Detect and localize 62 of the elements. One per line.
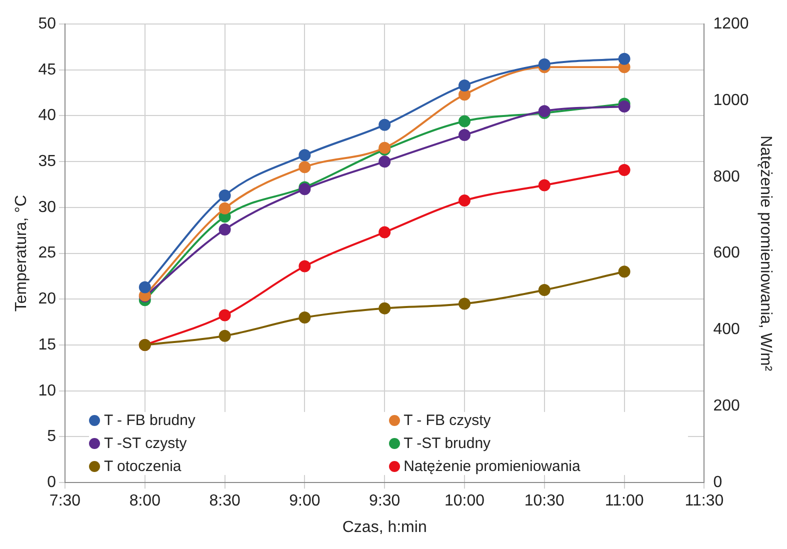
point (458, 79, 471, 92)
legend-label: T -ST czysty (104, 434, 187, 452)
legend-label: T -ST brudny (404, 434, 491, 452)
y2-axis-title: Natężenie promieniowania, W/m² (756, 135, 774, 372)
point (298, 260, 311, 272)
y-tick-label: 45 (38, 61, 56, 78)
y2-tick-label: 1200 (713, 15, 749, 32)
x-tick-label: 10:30 (524, 492, 565, 510)
point (218, 223, 231, 236)
point (218, 309, 231, 322)
x-tick-label: 9:30 (369, 492, 400, 510)
point (618, 100, 630, 113)
point (458, 115, 471, 128)
x-tick-label: 11:00 (604, 492, 644, 510)
point (298, 149, 311, 162)
x-tick-label: 9:00 (289, 492, 320, 510)
y2-tick-label: 1000 (713, 92, 749, 109)
x-tick-label: 8:00 (129, 492, 161, 510)
point (378, 118, 391, 131)
point (618, 266, 630, 278)
x-tick-label: 11:30 (684, 492, 724, 510)
point (218, 330, 231, 342)
y2-tick-label: 800 (713, 168, 740, 186)
y-tick-label: 25 (38, 244, 56, 262)
y-tick-label: 30 (38, 198, 56, 216)
legend-label: T - FB brudny (104, 412, 196, 429)
point (218, 202, 231, 214)
x-tick-label: 10:00 (444, 492, 485, 510)
point (538, 58, 550, 70)
y-tick-label: 50 (38, 15, 56, 32)
x-axis-title: Czas, h:min (342, 518, 427, 536)
y2-tick-label: 400 (713, 321, 740, 338)
point (378, 226, 391, 238)
legend-label: T otoczenia (104, 458, 182, 475)
point (298, 161, 311, 174)
y-tick-label: 0 (47, 474, 56, 492)
y2-tick-label: 600 (713, 244, 740, 262)
y-tick-label: 35 (38, 152, 56, 170)
point (458, 194, 471, 207)
x-tick-label: 7:30 (49, 492, 81, 510)
point (618, 52, 630, 65)
point (458, 298, 471, 310)
y-tick-label: 40 (38, 107, 56, 124)
point (298, 312, 311, 324)
point (538, 284, 550, 296)
legend-label: T - FB czysty (404, 412, 491, 429)
y2-tick-label: 0 (713, 474, 722, 492)
y-tick-label: 20 (38, 290, 56, 308)
point (378, 302, 391, 314)
y-tick-label: 15 (38, 336, 56, 354)
point (618, 164, 630, 176)
legend-label: Natężenie promieniowania (404, 458, 580, 475)
point (538, 179, 550, 192)
y-axis-title: Temperatura, °C (13, 194, 30, 312)
y-tick-label: 10 (38, 382, 56, 400)
y2-tick-label: 200 (713, 398, 740, 415)
point (458, 128, 471, 141)
point (138, 281, 151, 294)
point (218, 190, 231, 202)
x-tick-label: 8:30 (209, 492, 240, 510)
y-tick-label: 5 (47, 428, 56, 446)
point (378, 156, 391, 168)
